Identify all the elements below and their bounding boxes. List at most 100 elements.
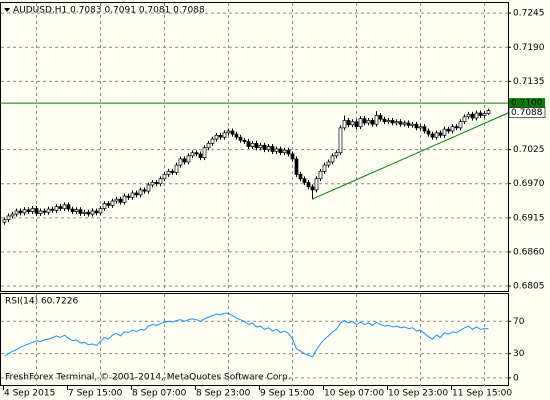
candle-body bbox=[238, 136, 243, 141]
rsi-line bbox=[4, 312, 489, 358]
y-tick-label: 70 bbox=[513, 317, 525, 327]
candle-body bbox=[38, 210, 43, 214]
candle-body bbox=[454, 126, 459, 129]
candle-body bbox=[266, 146, 271, 150]
candle-body bbox=[78, 209, 83, 214]
candle-body bbox=[226, 130, 231, 134]
candle-body bbox=[278, 148, 283, 154]
candle-body bbox=[222, 132, 227, 138]
candle-body bbox=[434, 132, 439, 138]
candle-body bbox=[458, 121, 463, 129]
candle-body bbox=[450, 126, 455, 132]
candle-body bbox=[190, 152, 195, 157]
candle-body bbox=[246, 141, 251, 147]
candle-body bbox=[186, 155, 191, 163]
candle-body bbox=[418, 126, 423, 129]
y-tick-label: 0.7135 bbox=[513, 77, 545, 87]
x-tick-label: 10 Sep 07:00 bbox=[324, 389, 384, 399]
candle-body bbox=[330, 155, 335, 163]
candle-body bbox=[170, 170, 175, 173]
candle-body bbox=[274, 148, 279, 152]
y-tick-label: 0.6915 bbox=[513, 213, 545, 223]
candle-body bbox=[26, 209, 31, 212]
candle-body bbox=[2, 219, 7, 223]
y-tick-label: 0.7190 bbox=[513, 43, 545, 53]
candle-body bbox=[206, 143, 211, 149]
candle-body bbox=[338, 127, 343, 154]
current-price-box bbox=[508, 107, 546, 118]
candle-body bbox=[118, 198, 123, 203]
candle-body bbox=[42, 210, 47, 213]
candle-body bbox=[486, 110, 491, 114]
candle-body bbox=[70, 208, 75, 212]
y-tick-label: 0.7245 bbox=[513, 9, 545, 19]
candle-body bbox=[98, 208, 103, 214]
candle-body bbox=[334, 152, 339, 157]
candle-body bbox=[50, 208, 55, 211]
candle-body bbox=[66, 204, 71, 210]
candle-body bbox=[402, 122, 407, 125]
candle-body bbox=[218, 134, 223, 138]
candle-body bbox=[282, 149, 287, 154]
candle-body bbox=[94, 210, 99, 214]
candle-body bbox=[298, 174, 303, 180]
candle-body bbox=[22, 209, 27, 214]
candle-body bbox=[58, 206, 63, 209]
chart-title: AUDUSD,H1 0.7083 0.7091 0.7081 0.7088 bbox=[13, 6, 205, 16]
candle-body bbox=[182, 158, 187, 163]
candle-body bbox=[202, 147, 207, 159]
candle-body bbox=[370, 120, 375, 125]
candle-body bbox=[290, 153, 295, 160]
candle-body bbox=[474, 112, 479, 119]
candle-body bbox=[130, 192, 135, 198]
candle-body bbox=[142, 189, 147, 192]
candle-body bbox=[214, 134, 219, 140]
trend-line bbox=[311, 112, 509, 200]
candle-body bbox=[358, 118, 363, 128]
candle-body bbox=[386, 120, 391, 123]
symbol-icon bbox=[4, 8, 10, 12]
candle-body bbox=[302, 178, 307, 183]
candle-body bbox=[442, 128, 447, 136]
candle-body bbox=[242, 139, 247, 142]
candle-body bbox=[74, 209, 79, 212]
y-tick-label: 0.7025 bbox=[513, 145, 545, 155]
candle-body bbox=[470, 113, 475, 119]
candle-body bbox=[154, 182, 159, 185]
candle-body bbox=[270, 146, 275, 152]
candle-body bbox=[326, 161, 331, 166]
candle-body bbox=[158, 178, 163, 185]
candle-body bbox=[262, 144, 267, 150]
candle-body bbox=[438, 132, 443, 136]
candle-body bbox=[478, 112, 483, 116]
x-tick-label: 7 Sep 15:00 bbox=[68, 389, 123, 399]
candle-body bbox=[378, 115, 383, 120]
x-tick-label: 10 Sep 23:00 bbox=[388, 389, 448, 399]
candle-body bbox=[394, 121, 399, 124]
candle-body bbox=[150, 182, 155, 186]
y-tick-label: 0 bbox=[513, 373, 519, 383]
candle-body bbox=[346, 120, 351, 126]
candle-body bbox=[410, 123, 415, 126]
candle-body bbox=[62, 204, 67, 209]
current-price-label: 0.7088 bbox=[511, 108, 543, 118]
candle-body bbox=[30, 208, 35, 212]
candle-body bbox=[14, 210, 19, 215]
candle-body bbox=[286, 149, 291, 155]
candle-body bbox=[426, 130, 431, 135]
candle-body bbox=[126, 195, 131, 198]
candle-body bbox=[234, 133, 239, 138]
y-tick-label: 0.6805 bbox=[513, 282, 545, 292]
candle-body bbox=[366, 120, 371, 124]
candle-body bbox=[482, 113, 487, 116]
y-tick-label: 30 bbox=[513, 349, 525, 359]
candle-body bbox=[406, 122, 411, 126]
rsi-panel bbox=[0, 293, 509, 386]
x-tick-label: 8 Sep 23:00 bbox=[196, 389, 251, 399]
price-level-label: 0.7100 bbox=[511, 99, 543, 109]
candle-body bbox=[294, 158, 299, 175]
candle-body bbox=[54, 206, 59, 211]
y-tick-label: 0.6860 bbox=[513, 247, 545, 257]
